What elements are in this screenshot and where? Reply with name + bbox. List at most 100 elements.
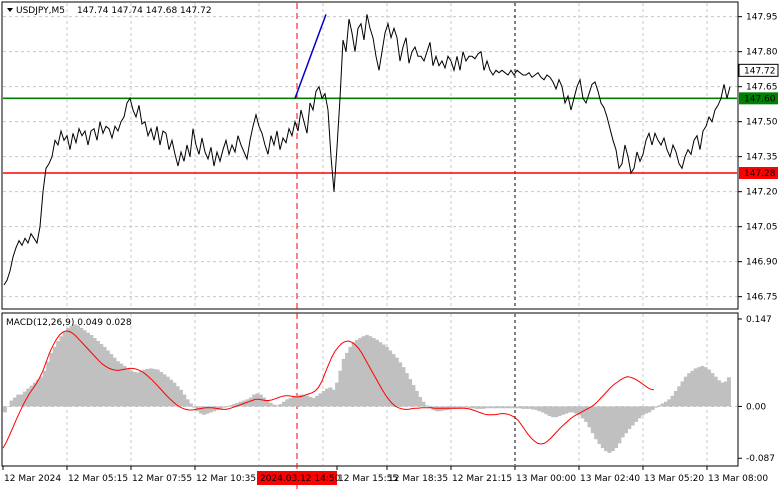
macd-bar: [179, 389, 183, 407]
price-tick-label: 147.95: [746, 13, 778, 23]
macd-bar: [484, 406, 489, 409]
macd-bar: [112, 357, 117, 407]
macd-bar: [248, 397, 253, 407]
macd-bar: [587, 406, 592, 428]
macd-bar: [707, 369, 711, 407]
macd-bar: [720, 382, 725, 407]
macd-bar: [464, 406, 469, 408]
macd-bar: [554, 406, 559, 418]
level-price-label: 147.60: [744, 94, 776, 104]
macd-bar: [600, 406, 605, 449]
time-tick-label: 13 Mar 05:20: [644, 474, 704, 484]
macd-bar: [454, 406, 459, 409]
time-tick-label: 12 Mar 10:35: [196, 474, 256, 484]
macd-bar: [351, 342, 356, 407]
macd-bar: [315, 395, 320, 407]
macd-bar: [272, 404, 276, 407]
macd-bar: [627, 406, 632, 430]
macd-bar: [474, 406, 479, 409]
macd-bar: [408, 379, 413, 407]
time-tick-label: 13 Mar 00:00: [516, 474, 576, 484]
time-tick-label: 13 Mar 02:40: [580, 474, 640, 484]
macd-bar: [165, 376, 170, 407]
macd-bar: [95, 340, 100, 407]
macd-bar: [398, 362, 403, 407]
macd-bar: [92, 338, 97, 407]
macd-bar: [501, 406, 506, 409]
macd-bar: [132, 371, 137, 407]
macd-bar: [205, 406, 210, 414]
dropdown-arrow-icon[interactable]: [7, 8, 13, 12]
macd-bar: [614, 406, 619, 449]
macd-bar: [321, 390, 326, 407]
macd-bar: [414, 390, 419, 407]
macd-bar: [660, 403, 665, 407]
macd-bar: [348, 346, 353, 407]
macd-bar: [594, 406, 599, 440]
level-lines: [3, 97, 737, 174]
macd-bar: [547, 406, 552, 416]
macd-bar: [673, 390, 678, 407]
time-axis: 12 Mar 2024 12 Mar 05:15 12 Mar 07:55 12 Ma…: [2, 466, 768, 485]
macd-bar: [76, 325, 80, 407]
macd-bar: [378, 342, 383, 407]
macd-bar: [494, 406, 499, 409]
macd-bar: [687, 373, 692, 407]
macd-bar: [295, 395, 300, 407]
price-tick-label: 147.20: [746, 188, 778, 198]
macd-bar: [331, 389, 336, 407]
macd-bar: [308, 396, 313, 407]
macd-tick-label: -0.087: [746, 454, 775, 464]
price-tick-label: 147.50: [746, 118, 778, 128]
macd-bar: [557, 406, 562, 416]
macd-bar: [374, 339, 379, 407]
macd-bar: [288, 398, 293, 407]
macd-bar: [610, 406, 615, 452]
macd-bar: [404, 373, 409, 407]
macd-bar: [388, 350, 393, 407]
macd-bar: [467, 406, 472, 409]
macd-bar: [301, 394, 306, 407]
macd-bar: [624, 406, 628, 434]
macd-bar: [19, 394, 24, 407]
macd-bar: [12, 397, 17, 407]
macd-bar: [182, 394, 187, 407]
macd-bar: [401, 367, 406, 407]
macd-bar: [713, 376, 718, 407]
macd-bar: [341, 358, 346, 407]
macd-bar: [3, 406, 7, 413]
macd-bar: [318, 393, 323, 407]
macd-bar: [235, 402, 240, 407]
macd-bar: [421, 401, 426, 407]
current-price-label: 147.72: [744, 66, 776, 76]
macd-bar: [102, 346, 107, 407]
macd-bar: [258, 394, 263, 407]
macd-bar: [584, 406, 589, 422]
price-axis: 147.95 147.80 147.65 147.50 147.35 147.20 147.…: [738, 13, 779, 303]
time-tick-label: 12 Mar 18:35: [388, 474, 448, 484]
macd-bar: [225, 406, 230, 407]
macd-bar: [560, 406, 565, 415]
macd-bar: [723, 381, 728, 407]
macd-bar: [507, 406, 512, 409]
macd-bar: [122, 365, 127, 407]
price-tick-label: 147.80: [746, 48, 778, 58]
macd-bar: [604, 406, 609, 452]
macd-bar: [634, 406, 638, 422]
macd-bar: [262, 397, 266, 407]
macd-bar: [32, 382, 37, 407]
macd-bar: [683, 376, 688, 407]
macd-bar: [325, 388, 330, 407]
macd-bar: [504, 406, 509, 409]
macd-bar: [580, 406, 585, 419]
macd-bar: [82, 330, 87, 407]
macd-bar: [278, 404, 283, 407]
macd-chart: [2, 324, 731, 453]
macd-bar: [457, 406, 462, 409]
macd-bar: [368, 336, 373, 407]
macd-bar: [667, 399, 672, 407]
macd-bar: [424, 405, 429, 407]
price-tick-label: 147.35: [746, 153, 778, 163]
macd-bar: [89, 335, 94, 407]
macd-bar: [700, 365, 705, 407]
